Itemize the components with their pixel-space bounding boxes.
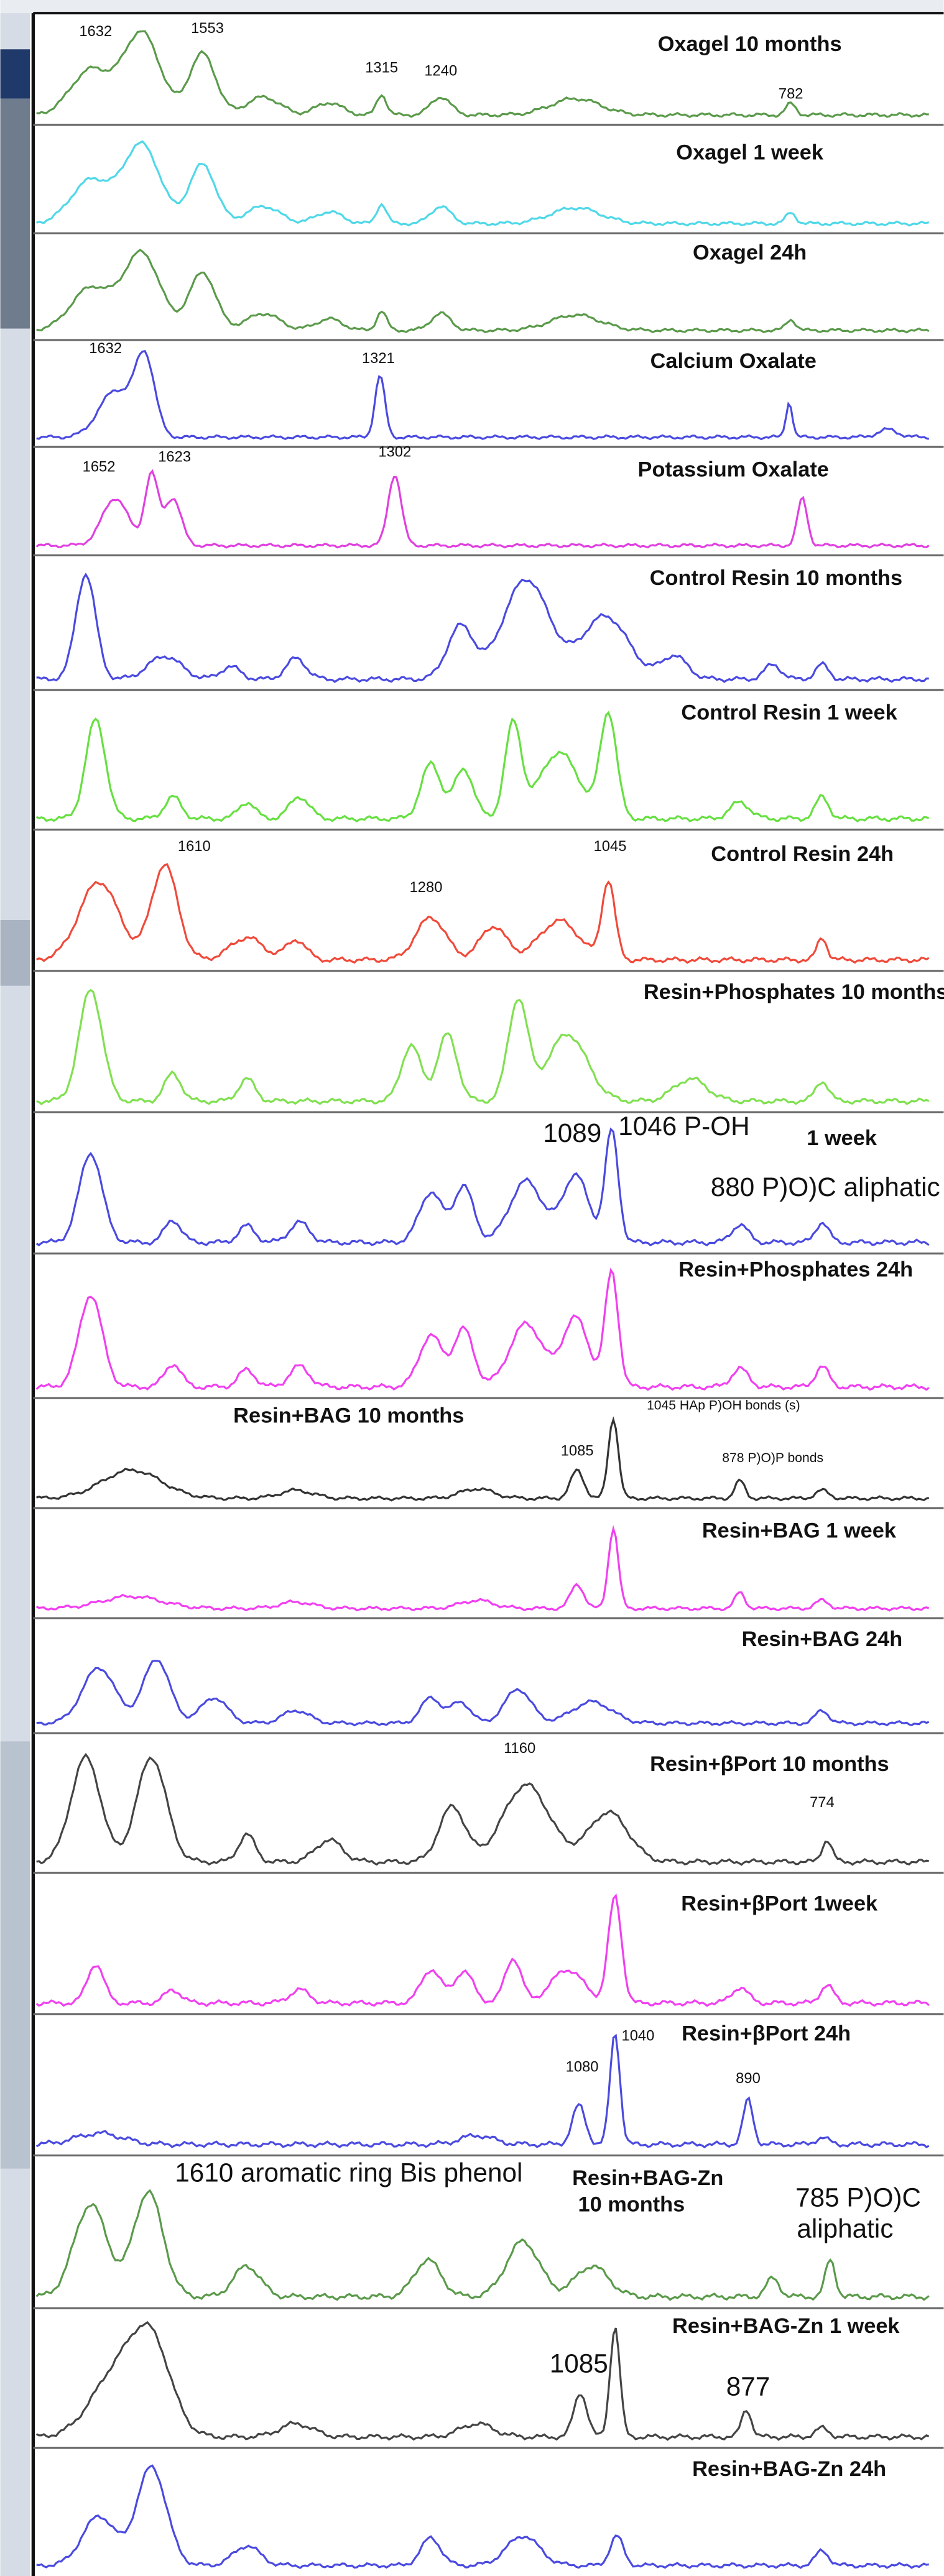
peak-annotation: 1045 HAp P)OH bonds (s) <box>647 1399 800 1413</box>
panel-label: Resin+BAG 1 week <box>702 1519 897 1543</box>
panel-label: Resin+βPort 24h <box>682 2022 851 2045</box>
panel-label: Control Resin 1 week <box>681 701 897 725</box>
panel-label: Resin+BAG 24h <box>742 1627 903 1651</box>
peak-annotation: 890 <box>736 2070 761 2087</box>
side-block <box>1 920 30 986</box>
panel-label: Resin+BAG 10 months <box>233 1404 464 1428</box>
panel-label: Oxagel 10 months <box>658 32 842 56</box>
panel-label: Resin+BAG-Zn 24h <box>692 2457 886 2481</box>
peak-annotation: 785 P)O)C <box>795 2183 921 2212</box>
peak-annotation: 1632 <box>89 340 122 357</box>
peak-annotation: 1315 <box>365 59 398 76</box>
panel-label: Resin+BAG-Zn 1 week <box>672 2314 900 2338</box>
peak-annotation: 774 <box>810 1794 835 1811</box>
peak-annotation: 1632 <box>79 23 112 40</box>
peak-annotation: 1040 <box>621 2027 654 2044</box>
peak-annotation: 1089 <box>543 1118 601 1148</box>
side-block <box>1 99 30 329</box>
peak-annotation: 1302 <box>378 444 411 461</box>
top-strip <box>1 0 944 13</box>
side-block <box>1 1741 30 2168</box>
side-block <box>1 49 30 98</box>
peak-annotation: 1080 <box>566 2059 599 2076</box>
peak-annotation: 1046 P-OH <box>618 1111 749 1141</box>
panel-label: Calcium Oxalate <box>650 349 817 373</box>
panel-label: Control Resin 10 months <box>650 566 902 590</box>
peak-annotation: 1610 aromatic ring Bis phenol <box>175 2158 522 2187</box>
peak-annotation: 1610 <box>178 838 211 855</box>
peak-annotation: aliphatic <box>797 2214 893 2243</box>
panel-label: Resin+βPort 1week <box>681 1892 878 1916</box>
panel-label: Potassium Oxalate <box>638 458 829 481</box>
panel-label: 1 week <box>807 1126 877 1150</box>
peak-annotation: 1321 <box>362 350 395 367</box>
peak-annotation: 1240 <box>424 63 457 80</box>
peak-annotation: 1623 <box>158 449 191 466</box>
peak-annotation: 880 P)O)C aliphatic <box>711 1172 940 1202</box>
peak-annotation: 877 <box>726 2371 770 2401</box>
panel-label: Resin+βPort 10 months <box>650 1752 889 1776</box>
peak-annotation: 1160 <box>504 1740 535 1757</box>
peak-annotation: 1553 <box>191 20 224 37</box>
figure: Oxagel 10 months 1632 1553 1315 1240 782 Oxage… <box>0 0 944 2576</box>
panel-label: Resin+Phosphates 10 months <box>644 980 944 1004</box>
panel-label: Resin+Phosphates 24h <box>678 1258 913 1282</box>
side-strip <box>1 0 30 2576</box>
panel-label: Control Resin 24h <box>711 842 894 866</box>
peak-annotation: 1085 <box>550 2348 608 2378</box>
peak-annotation: 1045 <box>594 838 627 855</box>
peak-annotation: 878 P)O)P bonds <box>722 1451 823 1465</box>
panel-subtitle: 10 months <box>578 2192 685 2216</box>
panel-label: Oxagel 1 week <box>676 140 824 164</box>
panel-label: Resin+BAG-Zn <box>572 2166 723 2190</box>
page: Stacked FTIR spectra {"panels": [ {"labe… <box>0 0 944 2576</box>
panel-label: Oxagel 24h <box>693 241 807 265</box>
peak-annotation: 1085 <box>561 1443 594 1460</box>
peak-annotation: 1652 <box>83 459 116 476</box>
peak-annotation: 782 <box>779 86 803 103</box>
peak-annotation: 1280 <box>410 879 443 896</box>
body: Oxagel 10 months 1632 1553 1315 1240 782 Oxage… <box>0 0 944 2576</box>
